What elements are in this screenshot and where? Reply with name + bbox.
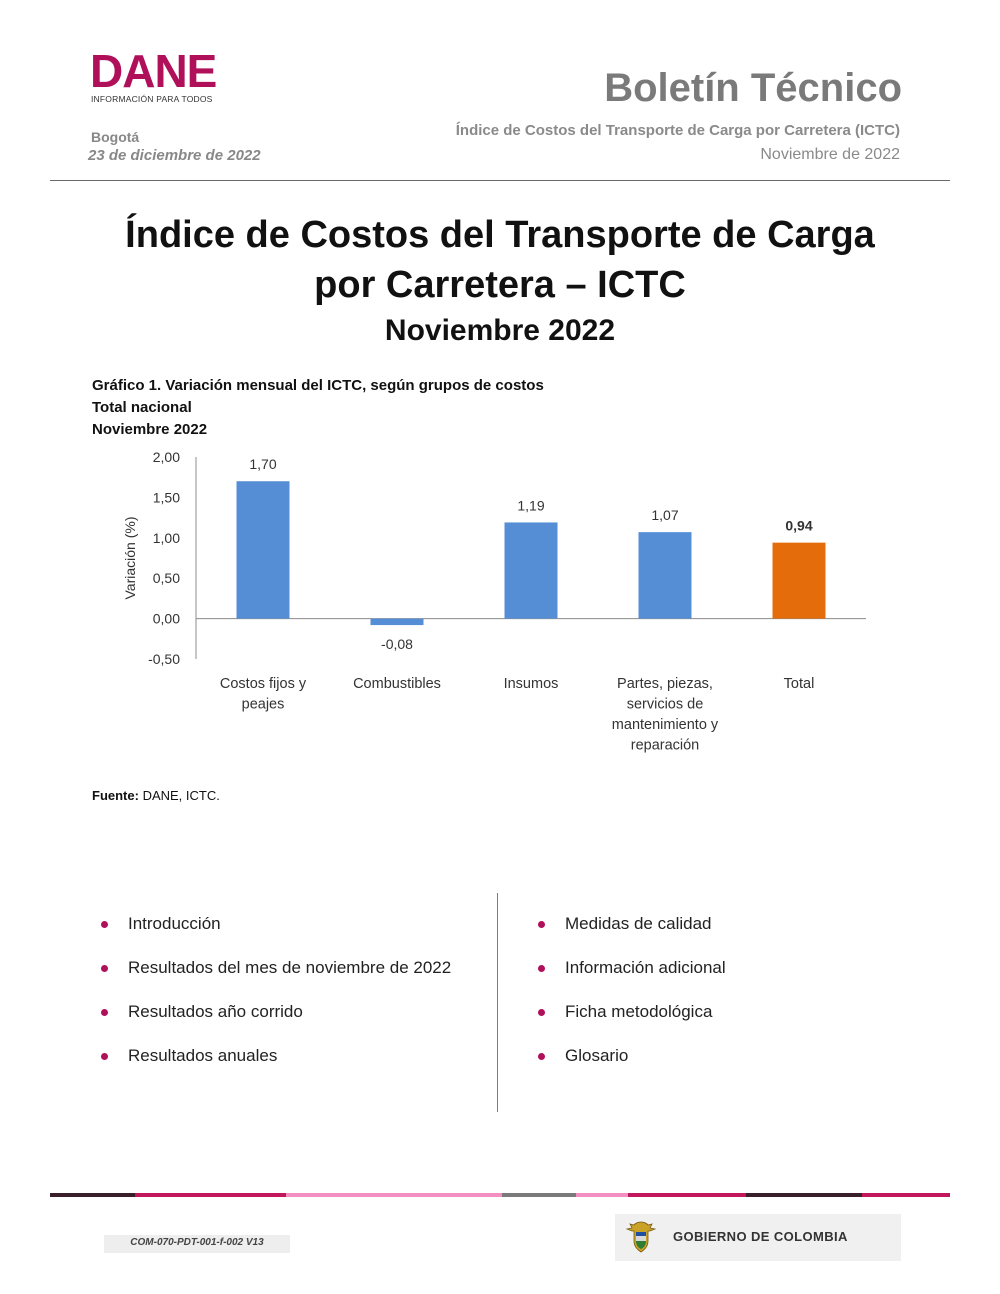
bar-chart: 2,00 1,50 1,00 0,50 0,00 -0,50 Variación (%) 1,… bbox=[0, 440, 1000, 770]
data-label: 1,19 bbox=[517, 497, 544, 513]
data-label: 1,07 bbox=[651, 507, 678, 523]
bar bbox=[505, 522, 558, 618]
toc-item[interactable]: Resultados anuales bbox=[98, 1044, 451, 1088]
y-tick-label: 1,50 bbox=[153, 489, 180, 505]
bar bbox=[773, 543, 826, 619]
data-label: 0,94 bbox=[785, 518, 812, 534]
toc-item[interactable]: Información adicional bbox=[535, 956, 726, 1000]
x-category-label: servicios de bbox=[627, 697, 704, 713]
chart-source-label: Fuente: bbox=[92, 788, 139, 803]
toc-right-column: Medidas de calidad Información adicional… bbox=[535, 912, 726, 1088]
dane-logo: DANE bbox=[90, 48, 216, 94]
data-label: 1,70 bbox=[249, 456, 276, 472]
footer-stripe-segment bbox=[135, 1193, 286, 1197]
publication-date: 23 de diciembre de 2022 bbox=[88, 147, 261, 164]
y-tick-label: 1,00 bbox=[153, 530, 180, 546]
chart-heading-line-2: Total nacional bbox=[92, 399, 192, 416]
footer-stripe-segment bbox=[628, 1193, 746, 1197]
bar bbox=[639, 532, 692, 618]
footer-stripe-segment bbox=[286, 1193, 502, 1197]
footer-stripe-segment bbox=[746, 1193, 862, 1197]
toc-item[interactable]: Medidas de calidad bbox=[535, 912, 726, 956]
footer-stripe bbox=[50, 1193, 950, 1197]
y-tick-label: 2,00 bbox=[153, 449, 180, 465]
bar bbox=[237, 481, 290, 618]
toc-item[interactable]: Introducción bbox=[98, 912, 451, 956]
city-label: Bogotá bbox=[91, 129, 139, 145]
document-code: COM-070-PDT-001-f-002 V13 bbox=[104, 1237, 290, 1248]
footer-stripe-segment bbox=[862, 1193, 950, 1197]
x-category-label: peajes bbox=[242, 697, 285, 713]
document-subtitle: Índice de Costos del Transporte de Carga… bbox=[456, 122, 900, 139]
colombia-coat-of-arms-icon bbox=[622, 1219, 660, 1257]
footer-stripe-segment bbox=[502, 1193, 576, 1197]
main-title-line-1: Índice de Costos del Transporte de Carga bbox=[0, 210, 1000, 260]
dane-logo-tagline: INFORMACIÓN PARA TODOS bbox=[91, 94, 213, 104]
document-period: Noviembre de 2022 bbox=[760, 146, 900, 164]
toc-item[interactable]: Resultados año corrido bbox=[98, 1000, 451, 1044]
x-category-label: reparación bbox=[631, 738, 700, 754]
toc-divider bbox=[497, 893, 498, 1112]
x-category-label: mantenimiento y bbox=[612, 717, 719, 733]
document-type-title: Boletín Técnico bbox=[604, 66, 902, 111]
toc-left-column: Introducción Resultados del mes de novie… bbox=[98, 912, 451, 1088]
chart-source-text: DANE, ICTC. bbox=[139, 788, 220, 803]
main-title-date: Noviembre 2022 bbox=[0, 314, 1000, 348]
y-tick-label: 0,50 bbox=[153, 570, 180, 586]
x-category-label: Partes, piezas, bbox=[617, 676, 713, 692]
x-category-label: Total bbox=[784, 676, 815, 692]
toc-item[interactable]: Glosario bbox=[535, 1044, 726, 1088]
government-label: GOBIERNO DE COLOMBIA bbox=[673, 1229, 848, 1244]
y-axis-label: Variación (%) bbox=[122, 517, 138, 600]
main-title-line-2: por Carretera – ICTC bbox=[0, 260, 1000, 310]
chart-heading-line-1: Gráfico 1. Variación mensual del ICTC, s… bbox=[92, 377, 544, 394]
bar bbox=[371, 619, 424, 625]
footer-stripe-segment bbox=[576, 1193, 628, 1197]
y-tick-label: 0,00 bbox=[153, 611, 180, 627]
header-divider bbox=[50, 180, 950, 181]
x-category-label: Costos fijos y bbox=[220, 676, 307, 692]
x-category-label: Insumos bbox=[504, 676, 559, 692]
toc-item[interactable]: Ficha metodológica bbox=[535, 1000, 726, 1044]
data-label: -0,08 bbox=[381, 636, 413, 652]
y-tick-label: -0,50 bbox=[148, 651, 180, 667]
chart-heading-line-3: Noviembre 2022 bbox=[92, 421, 207, 438]
footer-stripe-segment bbox=[50, 1193, 135, 1197]
chart-source: Fuente: DANE, ICTC. bbox=[92, 788, 220, 803]
toc-item[interactable]: Resultados del mes de noviembre de 2022 bbox=[98, 956, 451, 1000]
x-category-label: Combustibles bbox=[353, 676, 441, 692]
main-title: Índice de Costos del Transporte de Carga… bbox=[0, 210, 1000, 310]
